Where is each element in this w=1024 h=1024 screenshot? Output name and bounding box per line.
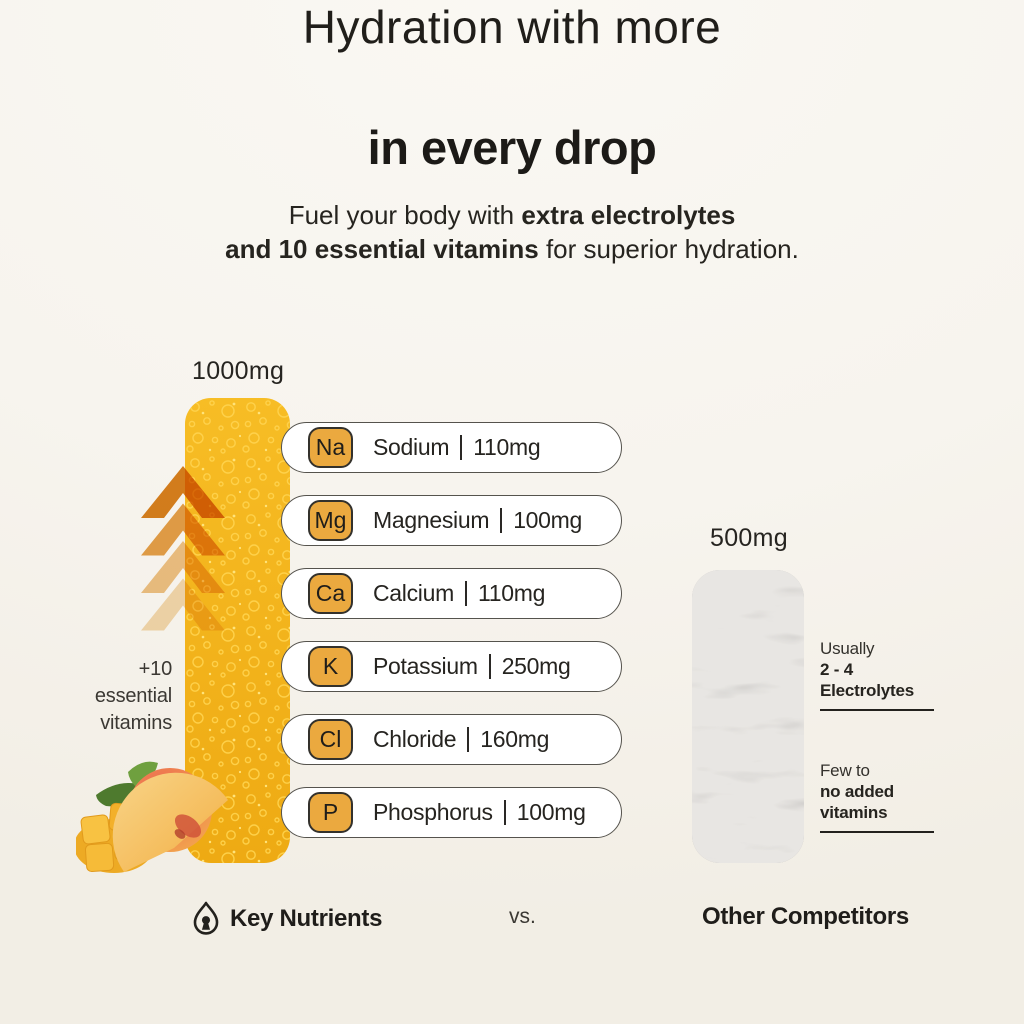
water-texture	[692, 570, 804, 863]
brand-label: Key Nutrients	[230, 905, 383, 932]
vitamin-arrows-icon	[141, 466, 225, 631]
nutrient-amount: 160mg	[480, 726, 550, 752]
subtitle-bold-2: and 10 essential vitamins	[225, 234, 539, 264]
nutrient-name: Chloride	[373, 726, 457, 752]
nutrient-name: Sodium	[373, 434, 450, 460]
nutrient-amount: 100mg	[516, 799, 586, 825]
vitamins-callout-line2: essential	[94, 685, 172, 707]
element-badge: P	[308, 792, 353, 833]
nutrient-row-calcium: Ca Calcium 110mg	[281, 568, 622, 619]
nutrient-amount: 250mg	[501, 653, 571, 679]
element-badge: Mg	[308, 500, 353, 541]
divider	[467, 727, 470, 752]
nutrient-name: Calcium	[373, 580, 454, 606]
vitamins-callout: +10 essential vitamins	[38, 656, 172, 737]
divider	[460, 435, 463, 460]
note-line-bold: no added	[820, 782, 894, 801]
peach-wedge	[112, 772, 228, 872]
nutrient-name: Phosphorus	[373, 799, 493, 825]
nutrient-row-magnesium: Mg Magnesium 100mg	[281, 495, 622, 546]
divider	[488, 654, 491, 679]
competitor-vitamin-note: Few to no added vitamins	[820, 760, 950, 833]
element-badge: Na	[308, 427, 353, 468]
note-line-bold: 2 - 4	[820, 660, 854, 679]
vitamins-callout-line3: vitamins	[100, 712, 172, 734]
nutrient-row-chloride: Cl Chloride 160mg	[281, 714, 622, 765]
element-badge: Cl	[308, 719, 353, 760]
vitamins-callout-line1: +10	[138, 658, 173, 680]
subtitle-regular-2: for superior hydration.	[538, 234, 799, 264]
note-line-regular: Few to	[820, 761, 870, 780]
nutrient-list: Na Sodium 110mg Mg Magnesium 100mg Ca Calc…	[281, 422, 622, 838]
underline-rule	[820, 709, 934, 711]
competitor-amount-label: 500mg	[710, 524, 788, 552]
key-nutrients-amount-label: 1000mg	[192, 357, 285, 385]
droplet-keyhole-logo	[193, 901, 219, 935]
competitor-bar	[692, 570, 804, 863]
divider	[464, 581, 467, 606]
versus-label: vs.	[509, 905, 536, 928]
note-line-bold: vitamins	[820, 803, 888, 822]
element-badge: K	[308, 646, 353, 687]
leaf-icon	[128, 761, 158, 787]
divider	[500, 508, 503, 533]
page-title-line2: in every drop	[367, 121, 657, 174]
subtitle-regular-1: Fuel your body with	[288, 200, 522, 230]
nutrient-amount: 110mg	[477, 580, 546, 606]
nutrient-amount: 110mg	[473, 434, 541, 460]
subtitle-bold-1: extra electrolytes	[521, 200, 736, 230]
brand-key-nutrients: Key Nutrients	[191, 899, 382, 939]
nutrient-row-sodium: Na Sodium 110mg	[281, 422, 622, 473]
competitor-electrolyte-note: Usually 2 - 4 Electrolytes	[820, 638, 950, 711]
element-badge: Ca	[308, 573, 353, 614]
nutrient-name: Magnesium	[373, 507, 490, 533]
note-line-bold: Electrolytes	[820, 681, 914, 700]
nutrient-row-potassium: K Potassium 250mg	[281, 641, 622, 692]
page-title-line1: Hydration with more	[302, 1, 722, 53]
fruit-image	[76, 761, 228, 873]
note-line-regular: Usually	[820, 639, 875, 658]
nutrient-row-phosphorus: P Phosphorus 100mg	[281, 787, 622, 838]
competitor-label: Other Competitors	[702, 903, 909, 930]
underline-rule	[820, 831, 934, 833]
nutrient-amount: 100mg	[513, 507, 583, 533]
nutrient-name: Potassium	[373, 653, 478, 679]
divider	[503, 800, 506, 825]
subtitle: Fuel your body with extra electrolytes a…	[0, 198, 1024, 266]
